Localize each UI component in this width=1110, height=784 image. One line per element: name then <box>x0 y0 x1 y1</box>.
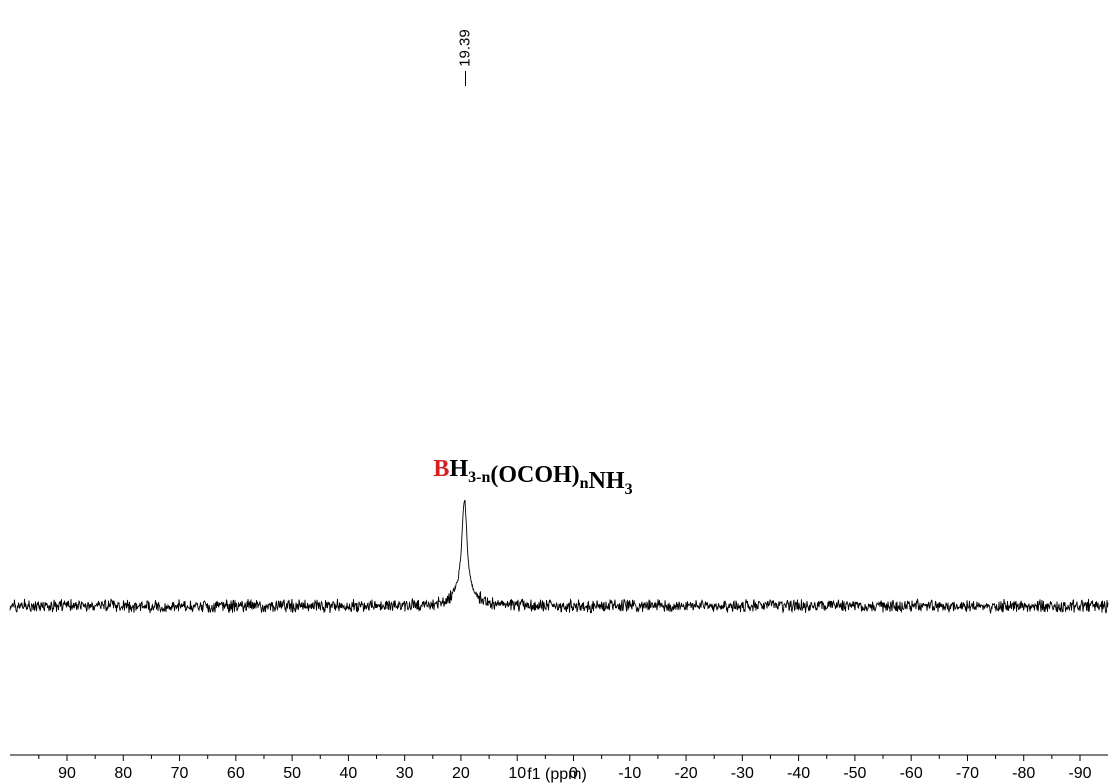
annotation-part: H <box>449 456 468 482</box>
x-tick-label: -50 <box>843 765 866 782</box>
x-tick-label: 0 <box>569 765 578 782</box>
compound-annotation: BH3-n(OCOH)nNH3 <box>433 456 632 498</box>
x-tick-label: -10 <box>618 765 641 782</box>
annotation-subscript: 3 <box>625 481 633 498</box>
x-tick-label: 40 <box>339 765 357 782</box>
annotation-subscript: 3-n <box>468 469 490 486</box>
x-tick-label: -30 <box>731 765 754 782</box>
x-tick-label: 10 <box>508 765 526 782</box>
annotation-element: B <box>433 456 449 482</box>
annotation-subscript: n <box>580 475 589 492</box>
x-tick-label: -60 <box>900 765 923 782</box>
peak-labels: — 19.39 <box>456 29 473 86</box>
x-tick-label: -70 <box>956 765 979 782</box>
x-tick-label: 30 <box>396 765 414 782</box>
x-tick-label: -20 <box>674 765 697 782</box>
peak-label-text: — 19.39 <box>456 29 473 86</box>
x-axis-ticks: 90 80 70 60 50 40 30 20 10 0 -10 -20 -30 -40 -50 -60 -70… <box>38 755 1092 782</box>
peak-label: — 19.39 <box>456 29 473 86</box>
x-tick-label: 90 <box>58 765 76 782</box>
x-tick-label: 70 <box>171 765 189 782</box>
x-tick-label: 80 <box>114 765 132 782</box>
x-tick-label: -40 <box>787 765 810 782</box>
annotation-part: NH <box>589 468 625 494</box>
x-tick-label: -90 <box>1068 765 1091 782</box>
x-tick-label: -80 <box>1012 765 1035 782</box>
x-tick-label: 20 <box>452 765 470 782</box>
x-axis-title: f1 (ppm) <box>527 766 587 783</box>
spectrum-layer <box>9 499 1109 614</box>
x-tick-label: 60 <box>227 765 245 782</box>
spectrum-line <box>9 499 1109 614</box>
x-tick-label: 50 <box>283 765 301 782</box>
annotation-part: (OCOH) <box>490 462 579 488</box>
